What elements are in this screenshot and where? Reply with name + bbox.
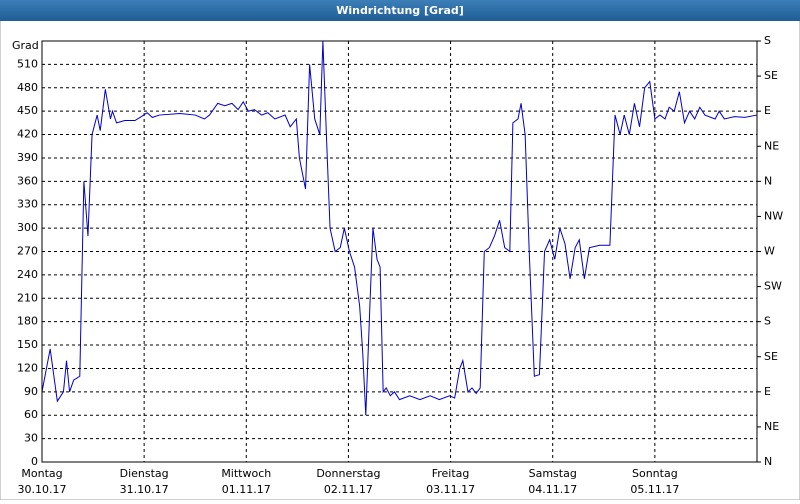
- y2-tick-label: E: [764, 104, 771, 117]
- y-tick-label: 180: [17, 315, 38, 328]
- y-tick-label: 270: [17, 245, 38, 258]
- y-tick-label: 300: [17, 221, 38, 234]
- y2-tick-label: N: [764, 174, 772, 187]
- y-tick-label: 390: [17, 151, 38, 164]
- y2-tick-label: E: [764, 385, 771, 398]
- y2-tick-label: N: [764, 455, 772, 468]
- y-tick-label: 360: [17, 174, 38, 187]
- y-tick-label: 240: [17, 268, 38, 281]
- y2-tick-label: NE: [764, 420, 779, 433]
- x-tick-label: Dienstag: [120, 467, 169, 480]
- y-axis-label: Grad: [12, 39, 39, 52]
- y2-tick-label: W: [764, 245, 775, 258]
- x-tick-label: Samstag: [529, 467, 577, 480]
- y2-tick-label: S: [764, 315, 771, 328]
- x-tick-date: 01.11.17: [222, 483, 271, 496]
- x-tick-date: 03.11.17: [426, 483, 475, 496]
- title-bar: [0, 0, 800, 21]
- x-tick-label: Mittwoch: [221, 467, 271, 480]
- y-tick-label: 210: [17, 291, 38, 304]
- data-line: [41, 40, 758, 416]
- y2-tick-label: NW: [764, 209, 783, 222]
- y-tick-label: 30: [24, 432, 38, 445]
- x-tick-date: 02.11.17: [324, 483, 373, 496]
- y-tick-label: 480: [17, 81, 38, 94]
- x-tick-date: 31.10.17: [120, 483, 169, 496]
- x-tick-date: 05.11.17: [630, 483, 679, 496]
- x-tick-label: Montag: [21, 467, 62, 480]
- y2-tick-label: NE: [764, 139, 779, 152]
- y-tick-label: 60: [24, 408, 38, 421]
- x-tick-date: 30.10.17: [18, 483, 67, 496]
- x-tick-label: Freitag: [432, 467, 470, 480]
- y-tick-label: 150: [17, 338, 38, 351]
- y-tick-label: 420: [17, 128, 38, 141]
- y-tick-label: 450: [17, 104, 38, 117]
- y-tick-label: 120: [17, 361, 38, 374]
- y-tick-label: 510: [17, 57, 38, 70]
- chart-title: Windrichtung [Grad]: [336, 4, 464, 17]
- y2-tick-label: SE: [764, 350, 778, 363]
- y-tick-label: 0: [31, 455, 38, 468]
- y2-tick-label: SE: [764, 69, 778, 82]
- y-tick-label: 330: [17, 198, 38, 211]
- y2-tick-label: S: [764, 34, 771, 47]
- y2-tick-label: SW: [764, 280, 782, 293]
- plot: [41, 40, 758, 416]
- x-tick-date: 04.11.17: [528, 483, 577, 496]
- x-tick-label: Donnerstag: [316, 467, 380, 480]
- y-tick-label: 90: [24, 385, 38, 398]
- x-tick-label: Sonntag: [632, 467, 678, 480]
